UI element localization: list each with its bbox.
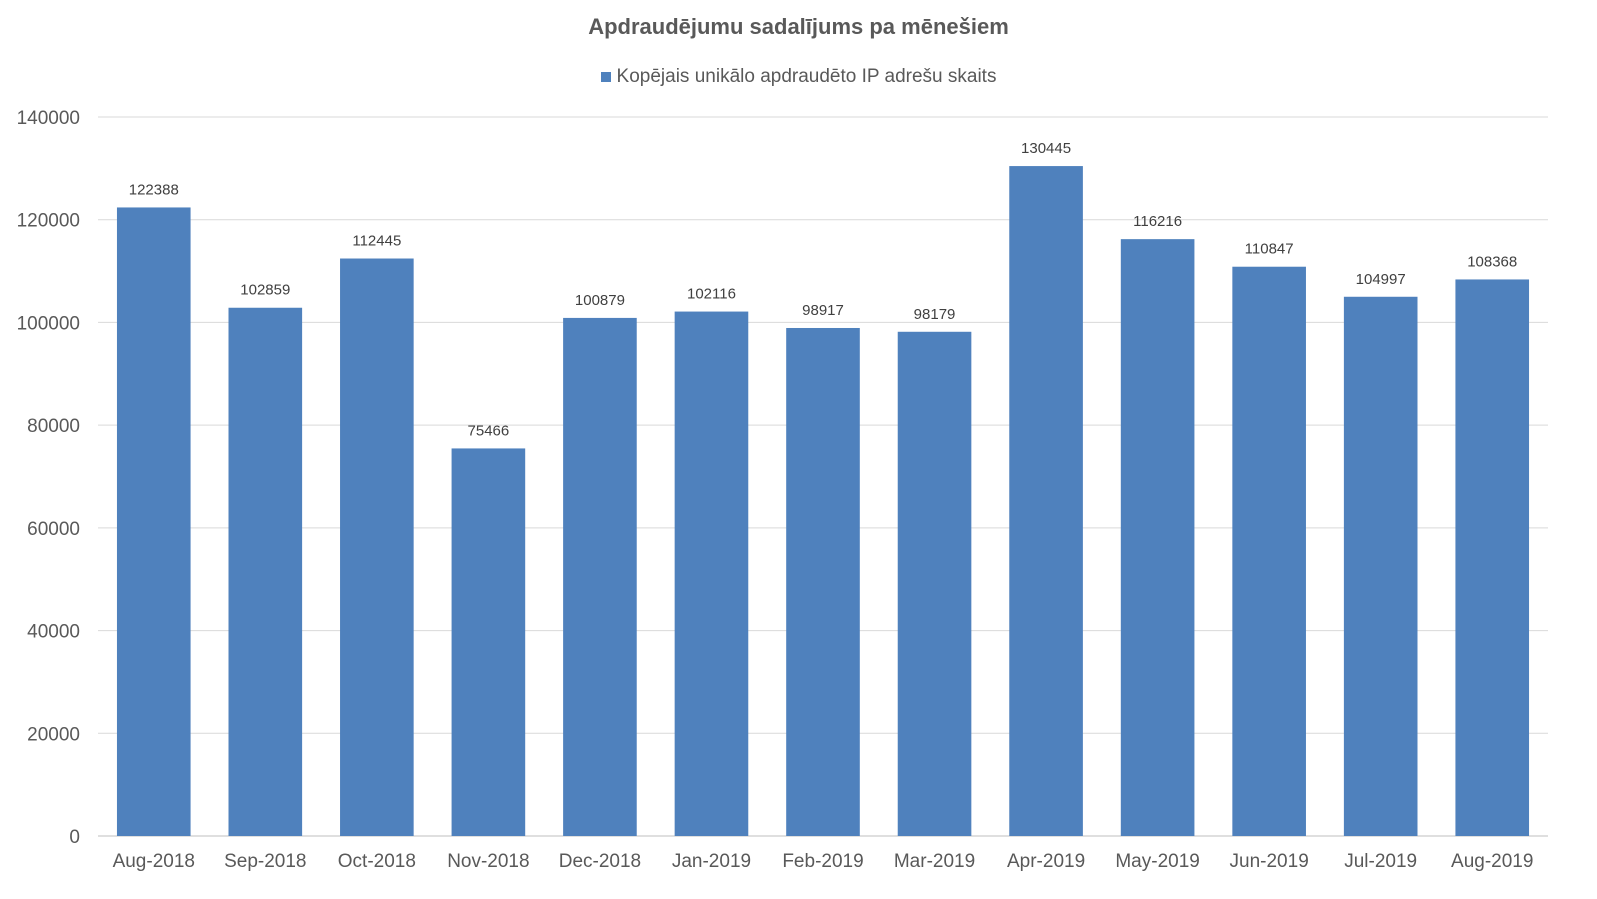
x-tick-label: Apr-2019 xyxy=(1007,851,1085,872)
bar xyxy=(451,448,526,836)
x-tick-label: Mar-2019 xyxy=(894,851,975,872)
x-tick-label: Dec-2018 xyxy=(559,851,641,872)
data-label: 112445 xyxy=(352,233,401,250)
y-tick-label: 140000 xyxy=(17,108,80,129)
x-tick-label: Oct-2018 xyxy=(338,851,416,872)
bar xyxy=(1120,239,1195,836)
data-label: 104997 xyxy=(1356,271,1406,288)
data-label: 116216 xyxy=(1133,213,1182,230)
bar xyxy=(228,307,303,836)
y-tick-label: 60000 xyxy=(27,519,80,540)
y-tick-label: 100000 xyxy=(17,313,80,334)
bar xyxy=(786,327,860,836)
data-label: 102116 xyxy=(687,286,736,303)
legend: Kopējais unikālo apdraudēto IP adrešu sk… xyxy=(0,66,1597,88)
data-label: 102859 xyxy=(240,282,290,299)
y-tick-label: 40000 xyxy=(27,622,80,643)
x-tick-label: Jun-2019 xyxy=(1230,851,1309,872)
bar xyxy=(897,331,972,836)
bar xyxy=(1009,166,1083,836)
x-tick-label: May-2019 xyxy=(1115,851,1200,872)
legend-swatch xyxy=(600,72,611,82)
data-label: 130445 xyxy=(1021,140,1071,157)
x-tick-label: Aug-2019 xyxy=(1451,851,1533,872)
legend-label: Kopējais unikālo apdraudēto IP adrešu sk… xyxy=(616,66,997,87)
x-tick-label: Sep-2018 xyxy=(224,851,306,872)
x-tick-label: Jan-2019 xyxy=(672,851,751,872)
bar xyxy=(116,207,191,836)
bar xyxy=(1232,266,1306,837)
data-label: 110847 xyxy=(1245,241,1294,258)
x-tick-label: Feb-2019 xyxy=(782,851,863,872)
data-label: 108368 xyxy=(1467,253,1517,270)
x-tick-label: Nov-2018 xyxy=(447,851,529,872)
bar xyxy=(1455,279,1530,837)
y-tick-label: 20000 xyxy=(27,724,80,745)
data-label: 122388 xyxy=(129,181,179,198)
bar xyxy=(340,258,414,836)
x-tick-label: Aug-2018 xyxy=(113,851,195,872)
bar xyxy=(563,317,637,836)
x-tick-label: Jul-2019 xyxy=(1344,851,1417,872)
bar xyxy=(674,311,749,836)
data-label: 75466 xyxy=(468,422,510,439)
y-tick-label: 80000 xyxy=(27,416,80,437)
chart-title: Apdraudējumu sadalījums pa mēnešiem xyxy=(588,14,1009,39)
data-label: 98179 xyxy=(914,306,956,323)
y-tick-label: 0 xyxy=(69,827,80,848)
data-label: 98917 xyxy=(802,302,844,319)
bar xyxy=(1343,296,1418,837)
data-label: 100879 xyxy=(575,292,625,309)
y-tick-label: 120000 xyxy=(17,211,80,232)
